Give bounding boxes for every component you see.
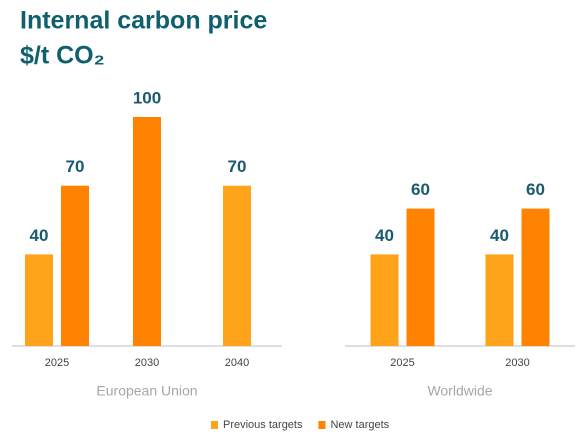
bar xyxy=(25,254,53,346)
x-tick-label: 2025 xyxy=(45,357,69,369)
x-tick-label: 2030 xyxy=(505,357,529,369)
value-label: 70 xyxy=(66,157,85,176)
value-label: 40 xyxy=(30,226,49,245)
x-tick-label: 2030 xyxy=(135,357,159,369)
value-label: 40 xyxy=(375,226,394,245)
bar xyxy=(370,254,399,346)
bar xyxy=(485,254,514,346)
bar xyxy=(61,185,89,346)
chart-subtitle: $/t CO₂ xyxy=(20,42,105,70)
legend-swatch xyxy=(211,421,218,429)
bar xyxy=(133,117,161,346)
x-tick-label: 2025 xyxy=(390,357,414,369)
chart-title: Internal carbon price xyxy=(20,7,267,35)
legend-swatch xyxy=(318,421,326,429)
bar xyxy=(406,208,435,346)
legend-label: Previous targets xyxy=(223,419,303,431)
x-axis-label: European Union xyxy=(96,383,197,399)
value-label: 60 xyxy=(411,180,430,199)
x-tick-label: 2040 xyxy=(225,357,249,369)
legend-label: New targets xyxy=(330,419,389,431)
bar xyxy=(521,208,550,346)
value-label: 70 xyxy=(228,157,247,176)
value-label: 60 xyxy=(526,180,545,199)
value-label: 100 xyxy=(133,88,161,107)
value-label: 40 xyxy=(490,226,509,245)
bar xyxy=(223,185,251,346)
x-axis-label: Worldwide xyxy=(427,383,492,399)
